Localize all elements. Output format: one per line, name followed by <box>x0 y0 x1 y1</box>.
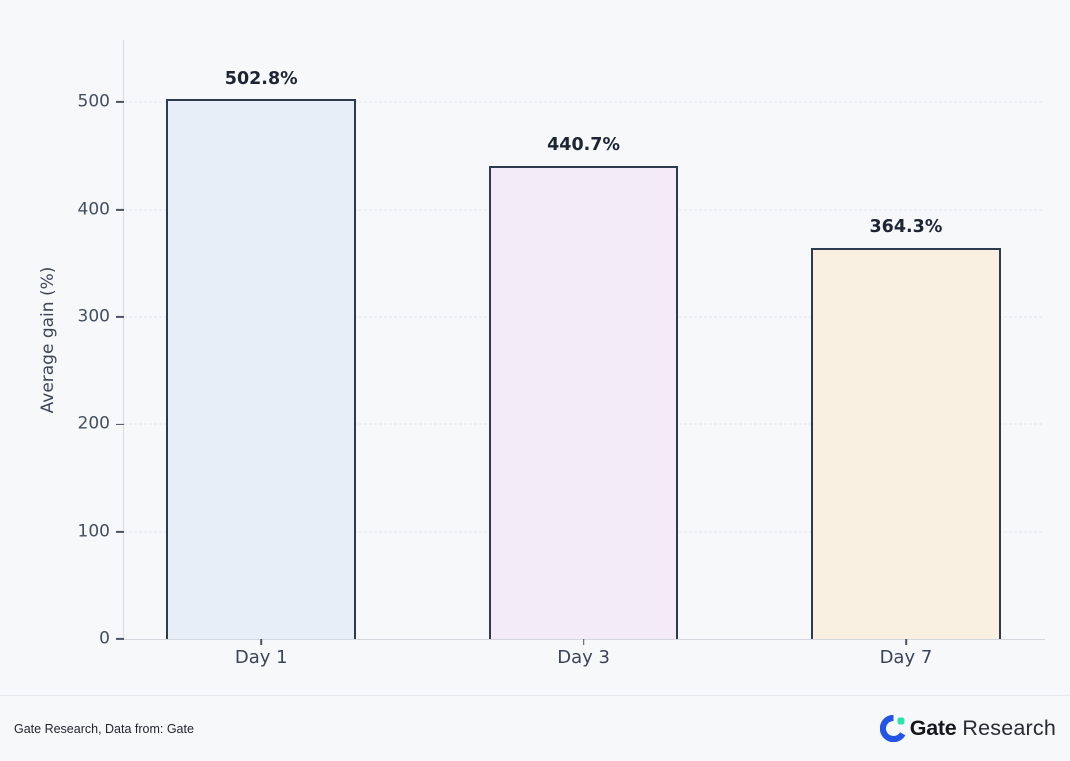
y-tick-label: 200 <box>77 413 110 434</box>
x-axis-label: Day 3 <box>557 647 610 668</box>
x-tick-mark <box>905 639 907 645</box>
chart-region: Average gain (%) 0 100 200 300 400 500 502.8% D… <box>38 40 1045 667</box>
y-tick-mark <box>116 316 124 318</box>
x-tick-mark <box>260 639 263 645</box>
y-tick-label: 500 <box>77 91 110 112</box>
y-tick-label: 100 <box>77 521 110 542</box>
y-axis-title: Average gain (%) <box>38 266 58 414</box>
bar <box>811 247 1001 639</box>
y-tick-label: 0 <box>99 628 110 649</box>
gridline <box>124 101 1042 103</box>
bar-value-label: 502.8% <box>224 68 298 89</box>
footer: Gate Research, Data from: Gate Gate Rese… <box>0 695 1070 761</box>
y-tick-mark <box>116 208 124 211</box>
y-tick-mark <box>116 423 124 426</box>
y-tick-mark <box>116 530 124 533</box>
y-tick-label: 400 <box>77 199 110 220</box>
gate-logo-icon <box>879 715 906 742</box>
plot-area: 0 100 200 300 400 500 502.8% Day 1 440.7% Day 3 36… <box>78 40 1045 667</box>
bar <box>166 99 357 639</box>
bar <box>488 165 679 639</box>
y-tick-label: 300 <box>77 306 110 327</box>
x-axis-label: Day 1 <box>234 647 288 668</box>
logo-brand-text: Gate <box>909 716 957 740</box>
bar-value-label: 364.3% <box>869 217 943 238</box>
bar-value-label: 440.7% <box>547 135 621 156</box>
y-tick-mark <box>116 101 124 104</box>
gate-research-logo: Gate Research <box>879 715 1056 742</box>
logo-suffix-text: Research <box>962 716 1056 740</box>
y-tick-mark <box>116 638 124 640</box>
x-tick-mark <box>582 639 585 645</box>
source-text: Gate Research, Data from: Gate <box>14 721 194 736</box>
x-axis-label: Day 7 <box>879 647 933 668</box>
